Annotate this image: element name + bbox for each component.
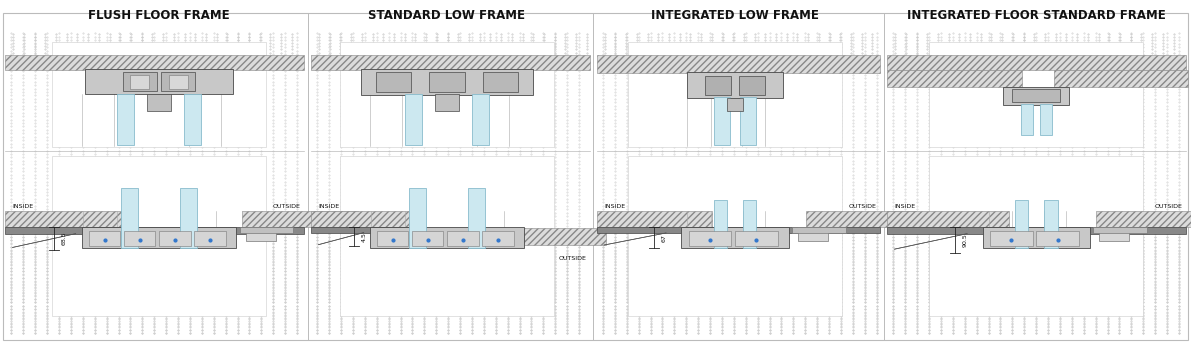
Bar	[430, 72, 464, 92]
Text: 4.5: 4.5	[361, 232, 366, 242]
Bar	[311, 227, 425, 233]
Text: 68.5: 68.5	[61, 232, 66, 245]
Text: OUTSIDE: OUTSIDE	[1154, 204, 1182, 209]
Bar	[792, 227, 846, 233]
Bar	[52, 42, 266, 147]
Bar	[1099, 227, 1129, 241]
Text: 90.5: 90.5	[962, 234, 967, 247]
Bar	[1039, 104, 1051, 135]
Bar	[1015, 200, 1027, 248]
Bar	[706, 76, 732, 95]
Bar	[6, 55, 304, 70]
Text: OUTSIDE: OUTSIDE	[848, 204, 877, 209]
Text: INSIDE: INSIDE	[894, 204, 916, 209]
Bar	[180, 188, 197, 248]
Bar	[1044, 200, 1057, 248]
Bar	[682, 227, 788, 248]
Bar	[242, 211, 358, 227]
Bar	[482, 231, 514, 246]
Bar	[482, 72, 518, 92]
Bar	[727, 98, 743, 111]
Bar	[596, 55, 881, 73]
Bar	[340, 156, 554, 316]
Bar	[736, 231, 778, 246]
Bar	[714, 200, 727, 248]
Bar	[596, 227, 881, 233]
Bar	[628, 156, 842, 316]
Bar	[118, 94, 134, 145]
Bar	[887, 211, 1009, 227]
Text: OUTSIDE: OUTSIDE	[272, 204, 301, 209]
Bar	[6, 211, 127, 227]
Bar	[929, 156, 1144, 316]
Bar	[743, 200, 756, 248]
Bar	[85, 69, 233, 94]
Bar	[1054, 70, 1188, 87]
Bar	[472, 94, 488, 145]
Bar	[82, 227, 236, 248]
Bar	[1021, 104, 1032, 135]
Bar	[124, 72, 157, 91]
Bar	[124, 231, 156, 246]
Bar	[887, 55, 1186, 70]
Bar	[311, 55, 590, 70]
Text: INSIDE: INSIDE	[12, 204, 34, 209]
Bar	[468, 188, 485, 248]
Bar	[340, 42, 554, 147]
Bar	[194, 231, 226, 246]
Bar	[311, 211, 419, 227]
Bar	[361, 69, 533, 95]
Bar	[628, 42, 842, 147]
Bar	[436, 94, 458, 111]
Text: 67: 67	[661, 234, 666, 242]
Bar	[688, 72, 782, 98]
Bar	[240, 227, 294, 233]
Bar	[1036, 231, 1079, 246]
Bar	[596, 211, 712, 227]
Bar	[983, 227, 1090, 248]
Bar	[1003, 86, 1069, 105]
Bar	[806, 211, 916, 227]
Bar	[158, 231, 191, 246]
Bar	[6, 227, 304, 234]
Bar	[798, 227, 828, 241]
Text: FLUSH FLOOR FRAME: FLUSH FLOOR FRAME	[88, 9, 229, 22]
Bar	[714, 97, 731, 145]
Bar	[377, 231, 408, 246]
Bar	[990, 231, 1032, 246]
Bar	[131, 75, 150, 89]
Bar	[739, 97, 756, 145]
Bar	[370, 227, 524, 248]
Bar	[887, 227, 1186, 234]
Bar	[89, 231, 120, 246]
Bar	[506, 228, 606, 245]
Text: INSIDE: INSIDE	[604, 204, 625, 209]
Bar	[1013, 89, 1060, 102]
Bar	[406, 94, 422, 145]
Bar	[929, 42, 1144, 147]
Text: INTEGRATED LOW FRAME: INTEGRATED LOW FRAME	[652, 9, 818, 22]
Bar	[148, 94, 170, 111]
Bar	[168, 75, 187, 89]
Bar	[184, 94, 200, 145]
Bar	[161, 72, 194, 91]
Bar	[887, 70, 1021, 87]
Bar	[412, 231, 444, 246]
Text: INTEGRATED FLOOR STANDARD FRAME: INTEGRATED FLOOR STANDARD FRAME	[907, 9, 1165, 22]
Bar	[446, 231, 479, 246]
Bar	[689, 231, 732, 246]
Bar	[121, 188, 138, 248]
Text: OUTSIDE: OUTSIDE	[558, 256, 587, 261]
Bar	[1093, 227, 1147, 233]
Bar	[1096, 211, 1200, 227]
Bar	[409, 188, 426, 248]
Bar	[52, 156, 266, 316]
Bar	[738, 76, 764, 95]
Text: STANDARD LOW FRAME: STANDARD LOW FRAME	[368, 9, 526, 22]
Bar	[376, 72, 412, 92]
Bar	[246, 227, 276, 241]
Text: INSIDE: INSIDE	[318, 204, 340, 209]
